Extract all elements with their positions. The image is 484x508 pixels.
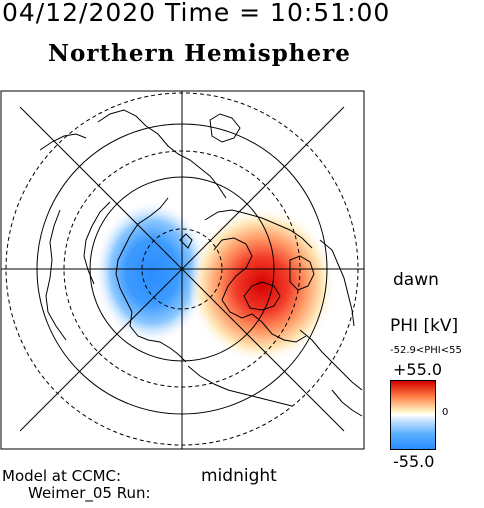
colorbar-range: -52.9<PHI<55 xyxy=(390,345,462,356)
time-title: 04/12/2020 Time = 10:51:00 xyxy=(2,0,391,27)
negative-potential-cell xyxy=(94,200,210,344)
colorbar-max-label: +55.0 xyxy=(393,360,443,379)
map-frame xyxy=(0,90,365,450)
colorbar-min-label: -55.0 xyxy=(393,452,435,471)
colorbar-title: PHI [kV] xyxy=(390,316,459,336)
positive-potential-cell xyxy=(188,207,336,363)
midnight-label: midnight xyxy=(201,466,277,486)
coastlines xyxy=(39,109,363,417)
colorbar xyxy=(390,380,436,450)
dawn-label: dawn xyxy=(393,270,439,290)
run-label: Weimer_05 Run: xyxy=(28,484,151,502)
model-label: Model at CCMC: xyxy=(2,467,122,485)
colorbar-zero-label: 0 xyxy=(442,407,449,418)
hemisphere-title: Northern Hemisphere xyxy=(48,40,351,67)
polar-map xyxy=(0,90,365,450)
map-grid xyxy=(1,91,364,449)
